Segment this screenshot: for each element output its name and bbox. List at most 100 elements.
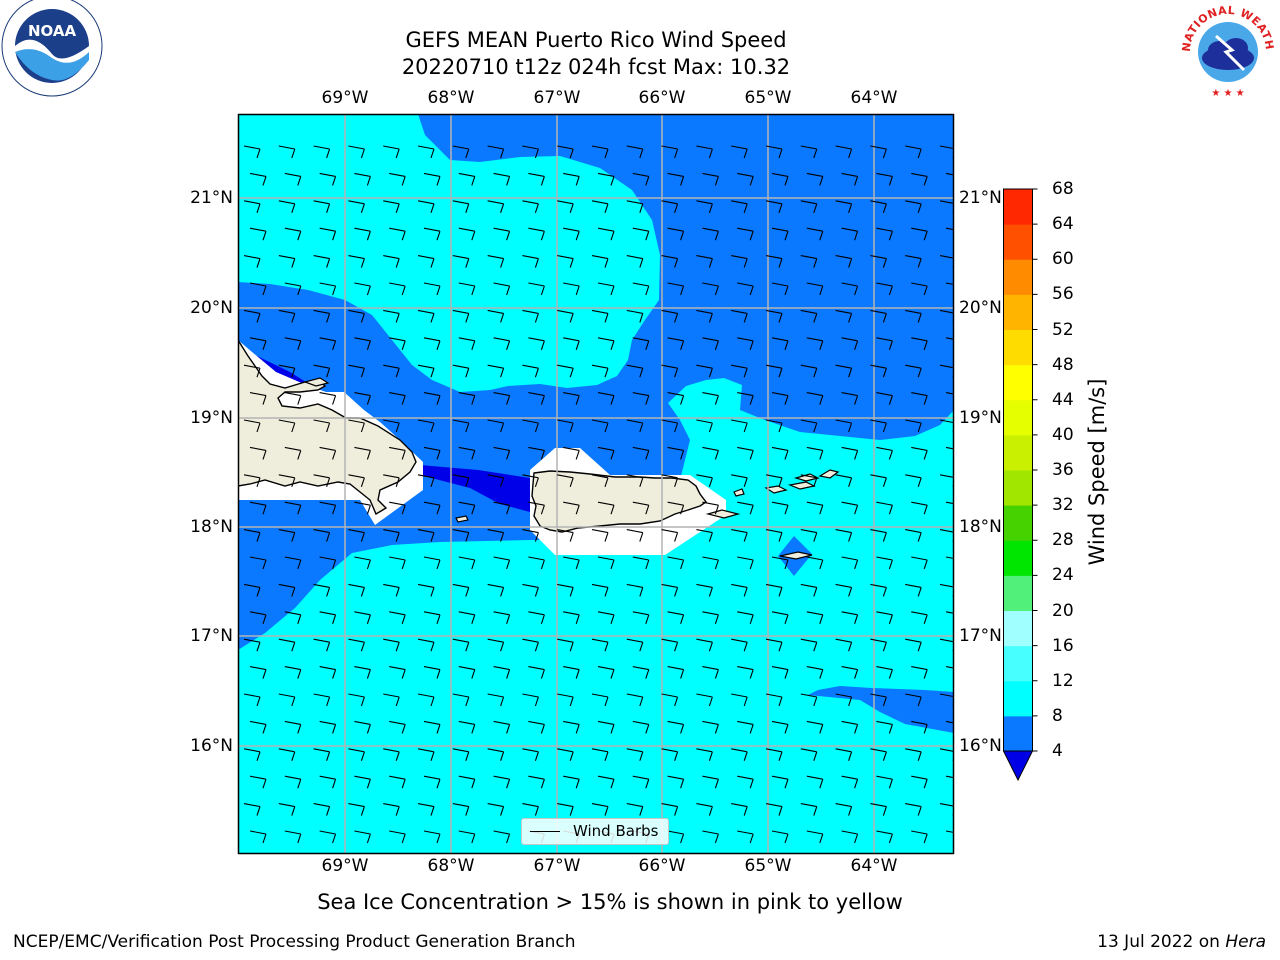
wind-barb (771, 775, 789, 789)
wind-barb (493, 501, 511, 515)
wind-barb (284, 446, 302, 460)
wind-barb (458, 556, 476, 570)
wind-barb (522, 200, 539, 213)
wind-barb (348, 583, 365, 597)
wind-barb (458, 392, 476, 405)
wind-barb (452, 693, 470, 707)
wind-barb (835, 748, 853, 761)
wind-barb (876, 830, 893, 844)
wind-barb (870, 583, 887, 597)
wind-barb (731, 583, 748, 597)
wind-barb (557, 638, 574, 652)
wind-barb (632, 611, 650, 624)
wind-barb (423, 775, 441, 789)
lon-label-bottom-64w: 64°W (850, 856, 898, 876)
wind-barb (667, 611, 685, 624)
wind-barb (417, 638, 435, 652)
wind-barb (249, 830, 267, 844)
wind-barb (597, 172, 615, 186)
tortuga-island (303, 377, 330, 387)
wind-barb (348, 145, 365, 159)
wind-barb (626, 638, 644, 652)
wind-barb (557, 145, 574, 159)
wind-barb (737, 501, 754, 515)
colorbar-tick-label: 4 (1052, 741, 1063, 761)
wind-barb (737, 337, 754, 350)
wind-barb (244, 858, 260, 870)
colorbar (1002, 188, 1038, 782)
wind-barb (731, 255, 748, 268)
wind-barb (626, 255, 644, 268)
colorbar-tick-label: 68 (1052, 179, 1074, 199)
colorbar-band (1003, 540, 1033, 576)
wind-barb (661, 748, 679, 761)
wind-barb (870, 145, 887, 159)
wind-barb (667, 446, 685, 460)
wind-barb (383, 474, 400, 487)
wind-barb (945, 775, 954, 779)
wind-barb (452, 803, 470, 816)
wind-barb (591, 474, 609, 487)
wind-barb (667, 501, 685, 515)
wind-barb (597, 611, 615, 624)
wind-barb (905, 529, 922, 542)
wind-barb (841, 172, 859, 186)
wind-barb (945, 611, 954, 614)
wind-barb (911, 720, 928, 734)
lat-label-left-21n: 21°N (190, 188, 233, 208)
producer-credit: NCEP/EMC/Verification Post Processing Pr… (13, 932, 576, 952)
wind-barb (487, 529, 505, 542)
wind-barb (841, 392, 859, 405)
lon-label-bottom-69w: 69°W (321, 856, 369, 876)
wind-barb (278, 529, 296, 542)
wind-barb (737, 720, 754, 734)
wind-barb (591, 803, 609, 816)
wind-barb (737, 775, 754, 789)
wind-barb (800, 474, 818, 487)
wind-barb (487, 255, 505, 268)
wind-barb (423, 172, 441, 186)
wind-barb (319, 720, 337, 734)
wind-barb (522, 255, 539, 268)
colorbar-tick-label: 40 (1052, 424, 1074, 445)
colorbar-band (1003, 294, 1033, 330)
legend-label: Wind Barbs (573, 822, 659, 840)
wind-barb (383, 748, 400, 761)
graticule (238, 114, 954, 854)
wind-barb (354, 392, 371, 405)
wind-barb (626, 583, 644, 597)
wind-barb (800, 638, 818, 652)
colorbar-tick-label: 12 (1052, 670, 1074, 691)
wind-barb (702, 337, 719, 350)
wind-barb (661, 638, 679, 652)
wind-barb (696, 858, 712, 870)
wind-barb (278, 419, 296, 433)
wind-barb (905, 638, 922, 652)
wind-barb (841, 337, 859, 350)
wind-barb (591, 419, 609, 433)
wind-barb (417, 145, 435, 159)
wind-barb (383, 583, 400, 597)
wind-barb (737, 611, 754, 624)
wind-barb (243, 419, 261, 433)
wind-barb (383, 858, 399, 870)
colorbar-tick-label: 32 (1052, 495, 1074, 516)
colorbar-tick-label: 60 (1052, 249, 1074, 270)
wind-barb (278, 145, 296, 159)
wind-barb (452, 255, 470, 268)
wind-barb (417, 583, 435, 597)
lat-label-right-21n: 21°N (959, 188, 1002, 208)
wind-barb (348, 364, 365, 378)
svg-text:★ ★ ★: ★ ★ ★ (1211, 88, 1244, 99)
wind-barb (696, 200, 713, 213)
wind-barb (632, 392, 650, 405)
wind-barb (313, 255, 331, 268)
colorbar-tick-label: 28 (1052, 530, 1074, 551)
wind-barb (632, 282, 650, 296)
wind-barb (806, 337, 824, 350)
wind-barb (911, 337, 928, 350)
wind-barb (661, 309, 679, 323)
wind-barb (354, 556, 371, 570)
wind-barb (702, 227, 719, 241)
lon-label-top-68w: 68°W (427, 88, 475, 108)
